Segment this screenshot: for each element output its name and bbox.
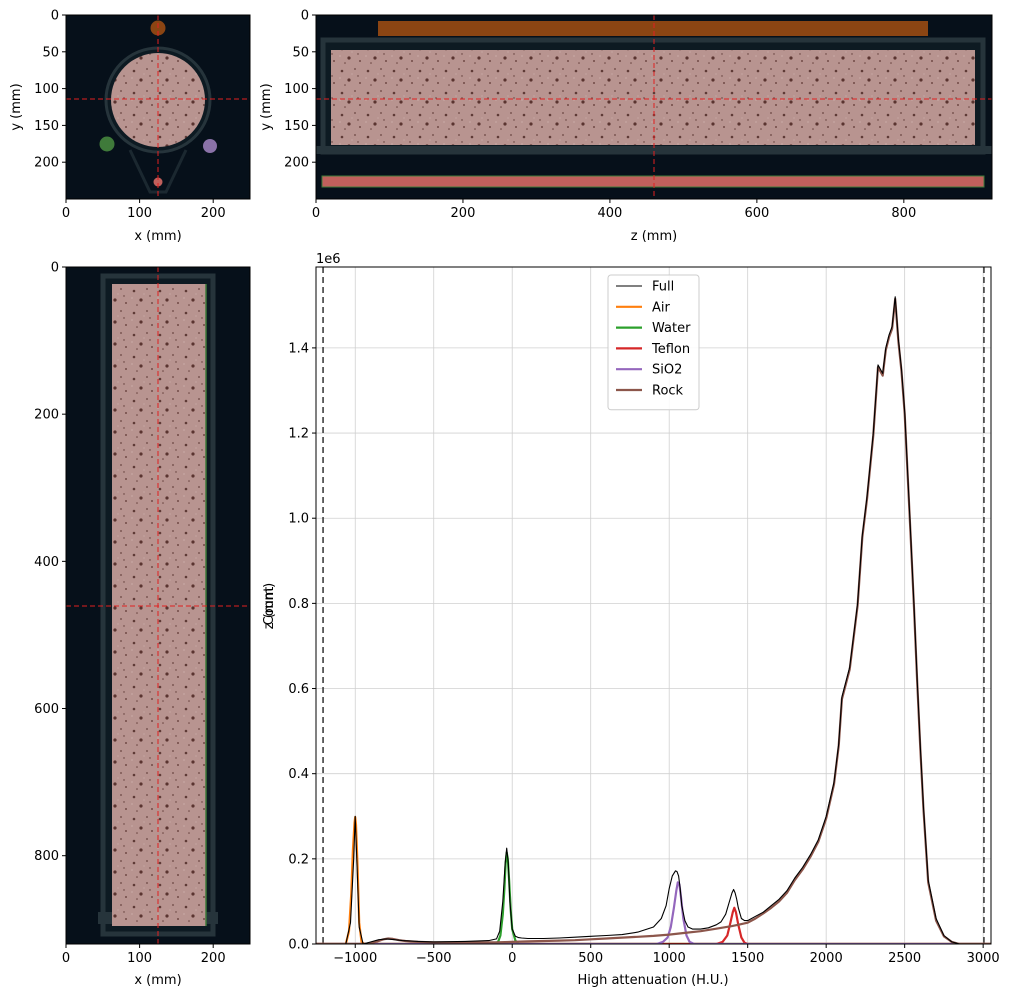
histogram-panel: −1000 −500 0 500 1000 1500 2000 2500 3000 0.0 0.2 0… <box>262 252 1000 988</box>
coronal-teflon-bar <box>321 175 985 188</box>
sagittal-xtick-label: 100 <box>127 951 152 966</box>
coronal-xtick-label: 200 <box>451 206 476 221</box>
histogram-axes-frame <box>315 266 992 945</box>
legend-label-water: Water <box>652 321 691 336</box>
coronal-axes-frame <box>315 14 993 200</box>
axial-ytick-label: 200 <box>34 156 59 171</box>
histogram-ytick-label: 0.4 <box>288 767 309 782</box>
coronal-xtick-label: 800 <box>891 206 916 221</box>
legend-label-rock: Rock <box>652 384 684 399</box>
axial-ylabel: y (mm) <box>9 83 24 130</box>
histogram-ytick-label: 1.0 <box>288 512 309 527</box>
histogram-legend: Full Air Water Teflon SiO2 Rock <box>607 274 700 411</box>
legend-label-sio2: SiO2 <box>652 363 682 378</box>
axial-ytick-label: 100 <box>34 82 59 97</box>
sagittal-ylabel: z (mm) <box>262 583 277 629</box>
sagittal-ytick-label: 800 <box>34 849 59 864</box>
coronal-ytick-label: 50 <box>292 45 309 60</box>
coronal-xtick-label: 400 <box>597 206 622 221</box>
axial-xtick-label: 100 <box>127 206 152 221</box>
sagittal-ytick-label: 400 <box>34 555 59 570</box>
histogram-xtick-label: 1000 <box>653 951 686 966</box>
axial-axes-frame <box>65 14 251 200</box>
histogram-ylabel: Count <box>262 587 277 626</box>
legend-label-full: Full <box>652 280 674 295</box>
sagittal-xtick-label: 0 <box>62 951 70 966</box>
axial-xlabel: x (mm) <box>134 229 181 244</box>
sagittal-ytick-label: 600 <box>34 702 59 717</box>
axial-panel: 0 100 200 0 50 100 150 200 x (mm) y (mm) <box>9 9 251 244</box>
series-line-teflon <box>316 906 991 944</box>
axial-sio2-marker <box>203 139 217 153</box>
sagittal-xlabel: x (mm) <box>134 973 181 988</box>
coronal-ytick-label: 0 <box>301 9 309 24</box>
histogram-ytick-label: 1.4 <box>288 341 309 356</box>
histogram-xtick-label: 0 <box>508 951 516 966</box>
histogram-ticks: −1000 −500 0 500 1000 1500 2000 2500 3000 0.0 0.2 0… <box>288 341 999 966</box>
coronal-holder-rail <box>316 146 992 154</box>
axial-ticks: 0 100 200 0 50 100 150 200 <box>34 9 225 222</box>
histogram-ytick-label: 0.8 <box>288 597 309 612</box>
axial-ytick-label: 0 <box>51 9 59 24</box>
histogram-xtick-label: 2500 <box>888 951 921 966</box>
legend-label-air: Air <box>652 300 671 315</box>
legend-label-teflon: Teflon <box>651 342 690 357</box>
coronal-ticks: 0 200 400 600 800 0 50 100 150 200 <box>284 9 916 222</box>
coronal-ylabel: y (mm) <box>259 83 274 130</box>
histogram-xtick-label: −1000 <box>333 951 377 966</box>
coronal-xtick-label: 0 <box>312 206 320 221</box>
histogram-ytick-label: 1.2 <box>288 427 309 442</box>
axial-xtick-label: 0 <box>62 206 70 221</box>
coronal-panel: 0 200 400 600 800 0 50 100 150 200 z (mm) y (mm) <box>259 9 993 244</box>
histogram-ytick-label: 0.0 <box>288 938 309 953</box>
sagittal-ticks: 0 100 200 0 200 400 600 800 <box>34 261 225 967</box>
coronal-xlabel: z (mm) <box>631 229 677 244</box>
sagittal-ytick-label: 200 <box>34 408 59 423</box>
coronal-ytick-label: 150 <box>284 119 309 134</box>
histogram-xtick-label: 2000 <box>810 951 843 966</box>
histogram-ytick-label: 0.6 <box>288 682 309 697</box>
coronal-ytick-label: 200 <box>284 156 309 171</box>
coronal-ytick-label: 100 <box>284 82 309 97</box>
series-line-full <box>316 296 991 944</box>
axial-ytick-label: 50 <box>42 45 59 60</box>
histogram-xtick-label: 500 <box>578 951 603 966</box>
axial-water-marker <box>99 136 115 152</box>
axial-teflon-marker <box>153 177 163 187</box>
coronal-steel-bar <box>378 21 928 36</box>
histogram-ytick-label: 0.2 <box>288 852 309 867</box>
histogram-offset-label: 1e6 <box>316 252 341 267</box>
coronal-xtick-label: 600 <box>744 206 769 221</box>
coronal-rock-sample <box>331 50 975 145</box>
sagittal-axes-frame <box>65 266 251 945</box>
histogram-xlabel: High attenuation (H.U.) <box>577 973 728 988</box>
histogram-range-lines <box>322 267 985 944</box>
sagittal-ytick-label: 0 <box>51 261 59 276</box>
sagittal-rock-sample <box>112 284 206 926</box>
sagittal-xtick-label: 200 <box>201 951 226 966</box>
sagittal-panel: 0 100 200 0 200 400 600 800 x (mm) z (mm) <box>34 261 277 989</box>
histogram-xtick-label: −500 <box>416 951 452 966</box>
legend-box <box>607 274 700 411</box>
axial-xtick-label: 200 <box>201 206 226 221</box>
histogram-xtick-label: 3000 <box>967 951 1000 966</box>
axial-ytick-label: 150 <box>34 119 59 134</box>
histogram-xtick-label: 1500 <box>731 951 764 966</box>
series-line-sio2 <box>316 881 991 944</box>
